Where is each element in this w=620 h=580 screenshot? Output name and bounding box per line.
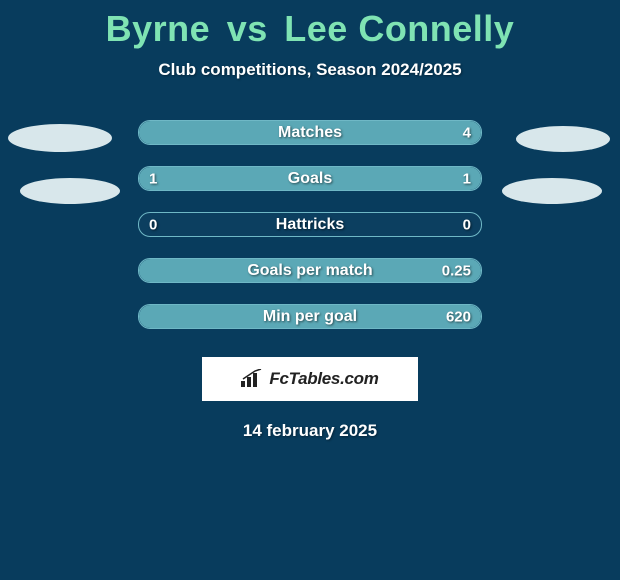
stat-row-goals: 1 Goals 1 xyxy=(138,166,482,191)
decorative-ellipse xyxy=(20,178,120,204)
stat-value-right: 1 xyxy=(463,170,471,187)
stat-value-left: 1 xyxy=(149,170,157,187)
stat-value-right: 620 xyxy=(446,308,471,325)
player1-name: Byrne xyxy=(106,8,211,49)
stat-label: Matches xyxy=(278,124,342,142)
stat-label: Hattricks xyxy=(276,216,344,234)
stat-value-right: 0 xyxy=(463,216,471,233)
stat-label: Min per goal xyxy=(263,308,357,326)
stat-row-min-per-goal: Min per goal 620 xyxy=(138,304,482,329)
stat-value-right: 0.25 xyxy=(442,262,471,279)
stat-row-hattricks: 0 Hattricks 0 xyxy=(138,212,482,237)
stat-row-goals-per-match: Goals per match 0.25 xyxy=(138,258,482,283)
stats-container: Matches 4 1 Goals 1 0 Hattricks 0 Goals … xyxy=(0,120,620,329)
subtitle: Club competitions, Season 2024/2025 xyxy=(0,60,620,80)
decorative-ellipse xyxy=(516,126,610,152)
stat-fill-right xyxy=(310,167,481,190)
stat-label: Goals xyxy=(288,170,332,188)
date: 14 february 2025 xyxy=(0,421,620,441)
vs-text: vs xyxy=(221,8,274,49)
stat-value-left: 0 xyxy=(149,216,157,233)
stat-label: Goals per match xyxy=(247,262,372,280)
comparison-title: Byrne vs Lee Connelly xyxy=(0,0,620,50)
stat-row-matches: Matches 4 xyxy=(138,120,482,145)
player2-name: Lee Connelly xyxy=(284,8,514,49)
brand-box[interactable]: FcTables.com xyxy=(202,357,418,401)
decorative-ellipse xyxy=(8,124,112,152)
bar-chart-icon xyxy=(241,369,263,389)
decorative-ellipse xyxy=(502,178,602,204)
brand-text: FcTables.com xyxy=(269,369,378,389)
stat-value-right: 4 xyxy=(463,124,471,141)
stat-fill-left xyxy=(139,167,310,190)
